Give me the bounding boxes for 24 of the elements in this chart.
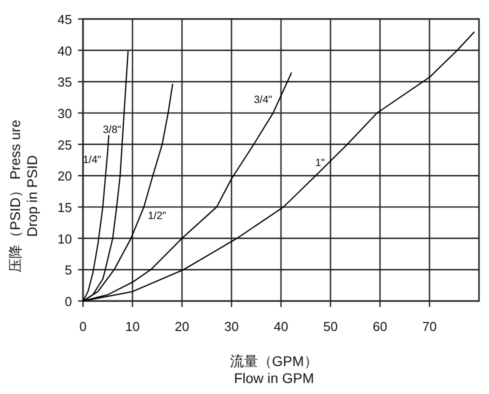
series-label: 1" (315, 157, 326, 169)
y-tick-label: 20 (58, 168, 72, 184)
y-axis-title: 压降（PSID） Press ure Drop in PSID (7, 118, 41, 274)
series-label: 3/4" (254, 94, 272, 106)
x-tick-label: 0 (79, 319, 87, 334)
x-tick-label: 50 (323, 319, 338, 334)
y-tick-label: 15 (58, 200, 72, 215)
y-tick-label: 30 (58, 106, 72, 121)
y-tick-label: 40 (58, 43, 72, 58)
y-tick-label: 10 (58, 231, 72, 246)
x-tick-label: 40 (274, 319, 288, 334)
x-tick-label: 30 (224, 319, 239, 334)
x-tick-label: 60 (372, 319, 388, 334)
x-tick-label: 10 (125, 319, 140, 334)
series-label: 3/8" (102, 124, 122, 136)
y-tick-label: 45 (58, 12, 72, 27)
y-tick-label: 5 (64, 262, 72, 278)
y-tick-label: 0 (64, 294, 72, 309)
x-tick-label: 70 (422, 319, 437, 334)
y-tick-label: 25 (58, 137, 72, 152)
x-axis-title: 流量（GPM） Flow in GPM (229, 353, 319, 387)
y-tick-label: 35 (58, 74, 72, 90)
x-tick-label: 20 (174, 319, 190, 334)
series-label: 1/2" (148, 210, 166, 222)
